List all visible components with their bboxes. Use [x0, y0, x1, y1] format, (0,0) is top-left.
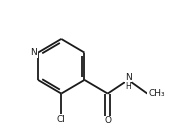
Text: O: O: [104, 116, 111, 125]
Text: Cl: Cl: [57, 115, 66, 124]
Text: CH₃: CH₃: [148, 89, 165, 98]
Text: N: N: [31, 48, 37, 57]
Text: H: H: [125, 82, 131, 91]
Text: N: N: [125, 73, 132, 82]
